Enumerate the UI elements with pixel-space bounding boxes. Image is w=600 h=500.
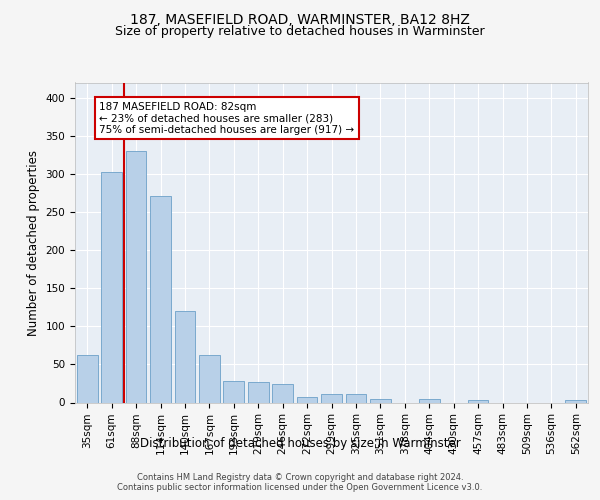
Bar — [419, 400, 440, 402]
Text: 187 MASEFIELD ROAD: 82sqm
← 23% of detached houses are smaller (283)
75% of semi: 187 MASEFIELD ROAD: 82sqm ← 23% of detac… — [100, 102, 355, 134]
Text: Distribution of detached houses by size in Warminster: Distribution of detached houses by size … — [140, 438, 460, 450]
Text: Contains HM Land Registry data © Crown copyright and database right 2024.
Contai: Contains HM Land Registry data © Crown c… — [118, 472, 482, 492]
Bar — [101, 172, 122, 402]
Bar — [77, 356, 98, 403]
Bar — [296, 397, 317, 402]
Bar — [175, 311, 196, 402]
Bar — [370, 400, 391, 402]
Bar — [346, 394, 367, 402]
Y-axis label: Number of detached properties: Number of detached properties — [27, 150, 40, 336]
Bar — [223, 381, 244, 402]
Bar — [321, 394, 342, 402]
Bar — [125, 151, 146, 403]
Bar — [199, 354, 220, 403]
Bar — [467, 400, 488, 402]
Bar — [150, 196, 171, 402]
Text: 187, MASEFIELD ROAD, WARMINSTER, BA12 8HZ: 187, MASEFIELD ROAD, WARMINSTER, BA12 8H… — [130, 12, 470, 26]
Bar — [248, 382, 269, 402]
Bar — [565, 400, 586, 402]
Bar — [272, 384, 293, 402]
Text: Size of property relative to detached houses in Warminster: Size of property relative to detached ho… — [115, 25, 485, 38]
